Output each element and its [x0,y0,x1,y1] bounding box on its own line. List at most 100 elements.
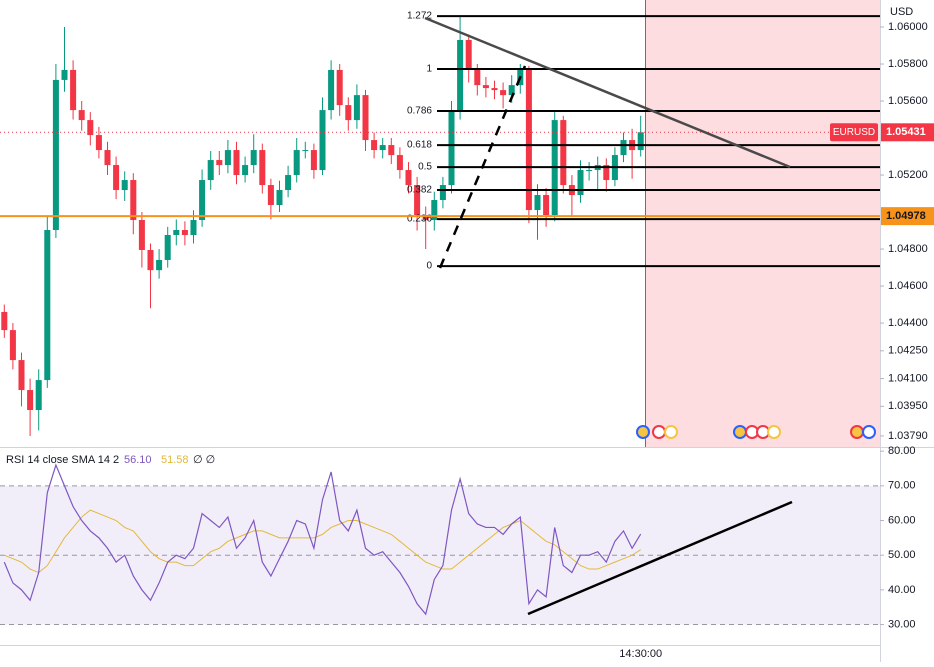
candle-body [388,145,395,156]
candle-body [95,135,102,151]
candle-body [27,390,34,411]
layers: 1.06000 1.05800 1.05600 1.05200 1.04800 1.046… [0,11,934,660]
candle-body [147,249,154,271]
trend-line [424,16,791,169]
candle-body [525,69,532,211]
event-icon[interactable] [767,425,781,439]
candle-body [156,259,163,271]
y-tick-label: 1.04800 [888,243,928,255]
candle-body [242,165,249,176]
candle-body [259,150,266,186]
candle-body [336,69,343,106]
fib-label: 0.382 [407,185,432,196]
y-tick-label: 1.03950 [888,400,928,412]
candle-body [328,69,335,111]
indicator-value: 56.10 [124,454,152,466]
candle-body [18,360,25,391]
fib-label: 0.786 [407,106,432,117]
fib-label: 1 [426,64,432,75]
price-label: 1.04978 [886,210,926,222]
candle-body [9,330,16,361]
indicator-title: RSI 14 close SMA 14 2 [6,454,119,466]
y-tick-label: 1.04400 [888,317,928,329]
candle-body [293,150,300,176]
candle-body [508,85,515,96]
candle-body [233,150,240,176]
future-region [645,0,880,447]
last-price-box [881,123,934,142]
y-tick-label: 1.06000 [888,21,928,33]
candle-body [285,175,292,191]
event-icons [636,425,876,439]
event-icon[interactable] [636,425,650,439]
candle-body [199,180,206,221]
candle-body [207,160,214,181]
candle-body [439,185,446,201]
candle-body [302,150,309,152]
candle-body [362,95,369,141]
candle-body [310,150,317,171]
candle-body [379,145,386,151]
event-icon[interactable] [733,425,747,439]
candle-body [577,170,584,196]
candle-body [560,120,567,186]
event-icon[interactable] [652,425,666,439]
candle-body [181,229,188,235]
candle-body [250,150,257,166]
candle-body [52,79,59,230]
candle-body [276,190,283,206]
candle-body [345,105,352,121]
candle-body [457,39,464,111]
candle-body [267,185,274,206]
indicator-line [3,463,642,616]
candle-body [431,200,438,221]
candle-body [465,39,472,70]
fib-label: 0.5 [418,162,432,173]
event-icon[interactable] [850,425,864,439]
y-tick-label: 1.04100 [888,372,928,384]
candle-body [121,180,128,191]
candle-body [70,69,77,111]
candle-body [353,95,360,121]
candle-body [534,195,541,211]
candle-body [173,229,180,235]
candle-body [104,150,111,166]
indicator-flags: ∅ ∅ [193,454,215,466]
y-tick-label: 1.04250 [888,345,928,357]
candle-body [474,69,481,86]
candle-body [164,234,171,260]
indicator-line [4,509,641,574]
candle-body [190,220,197,235]
price-label-box [881,207,934,226]
y-tick-label: 40.00 [888,584,916,596]
candle-body [620,140,627,156]
candle-body [500,90,507,96]
y-tick-label: 1.05200 [888,169,928,181]
candle-body [224,150,231,166]
y-tick-label: 60.00 [888,514,916,526]
candle-body [491,88,498,91]
y-tick-label: 50.00 [888,549,916,561]
symbol-label: EURUSD [833,127,875,138]
y-tick-label: 30.00 [888,618,916,630]
y-tick-label: 1.03790 [888,430,928,442]
candle-body [482,85,489,89]
candle-body [1,311,8,331]
candle-body [543,195,550,216]
candle-body [422,215,429,221]
candle-body [414,185,421,216]
event-icon[interactable] [862,425,876,439]
candle-body [87,120,94,136]
y-tick-label: 1.05600 [888,95,928,107]
currency: USD [890,6,913,18]
candle-body [138,220,145,250]
candle-body [44,229,51,381]
candle-body [216,160,223,166]
fib-label: 0.618 [407,140,432,151]
candle-body [61,69,68,80]
candle-body [396,155,403,171]
candle-body [586,170,593,172]
event-icon[interactable] [664,425,678,439]
